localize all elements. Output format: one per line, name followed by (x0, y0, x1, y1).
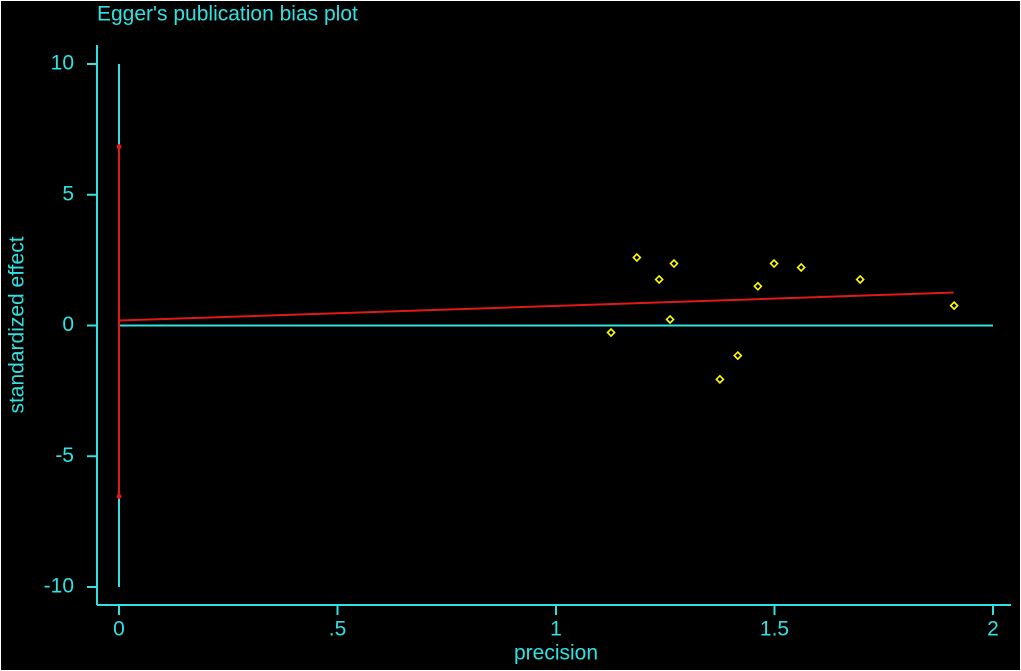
point (796, 262, 806, 273)
point (753, 281, 763, 291)
point (733, 350, 743, 361)
y-tick-label: -5 (55, 444, 74, 467)
point (665, 314, 675, 325)
x-tick-label: 2 (987, 618, 999, 641)
x-axis-label: precision (514, 642, 598, 665)
point (715, 374, 725, 385)
ci-end (116, 494, 122, 500)
x-tick-label: 0 (113, 618, 125, 641)
point (769, 258, 779, 269)
point (606, 327, 616, 338)
point (632, 252, 642, 263)
y-tick-label: -10 (44, 575, 74, 598)
x-tick-label: .5 (329, 618, 347, 641)
y-tick-label: 5 (62, 182, 74, 205)
x-tick-label: 1.5 (760, 618, 789, 641)
point (669, 258, 679, 269)
fit-line (118, 291, 954, 322)
point (654, 274, 664, 285)
chart-title: Egger's publication bias plot (97, 3, 358, 26)
y-axis-label: standardized effect (6, 236, 29, 413)
y-tick-label: 10 (51, 52, 74, 75)
y-tick-label: 0 (62, 313, 74, 336)
point (949, 300, 959, 311)
x-tick-label: 1 (550, 618, 562, 641)
point (855, 274, 865, 285)
ci-end (116, 144, 122, 150)
